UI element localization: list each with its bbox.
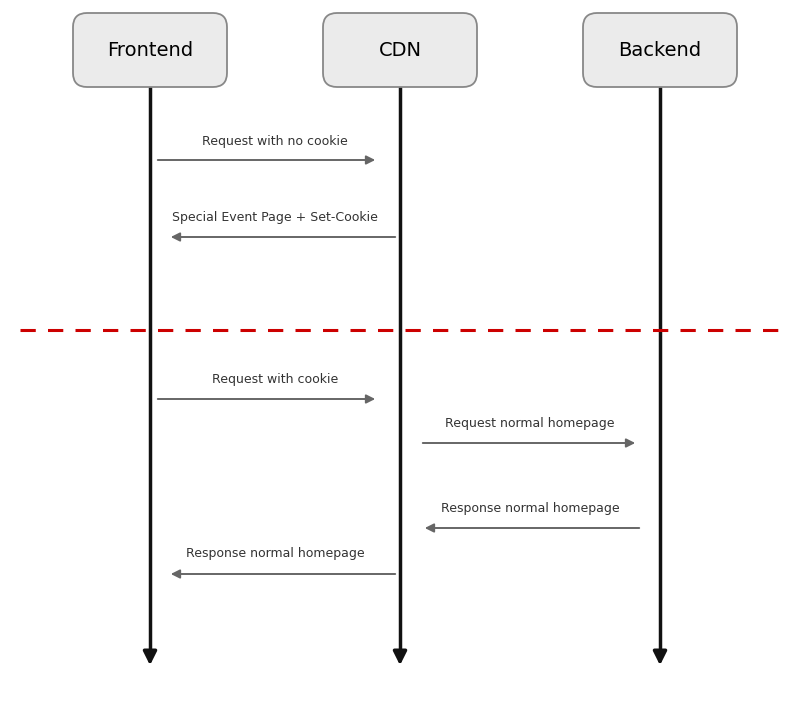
Text: Response normal homepage: Response normal homepage <box>441 502 619 515</box>
Text: Request with cookie: Request with cookie <box>212 373 338 386</box>
Text: Request normal homepage: Request normal homepage <box>446 417 614 430</box>
FancyBboxPatch shape <box>323 13 477 87</box>
FancyBboxPatch shape <box>583 13 737 87</box>
FancyBboxPatch shape <box>73 13 227 87</box>
Text: Response normal homepage: Response normal homepage <box>186 547 364 560</box>
Text: Request with no cookie: Request with no cookie <box>202 135 348 148</box>
Text: Frontend: Frontend <box>107 41 193 60</box>
Text: Backend: Backend <box>618 41 702 60</box>
Text: CDN: CDN <box>378 41 422 60</box>
Text: Special Event Page + Set-Cookie: Special Event Page + Set-Cookie <box>172 211 378 224</box>
